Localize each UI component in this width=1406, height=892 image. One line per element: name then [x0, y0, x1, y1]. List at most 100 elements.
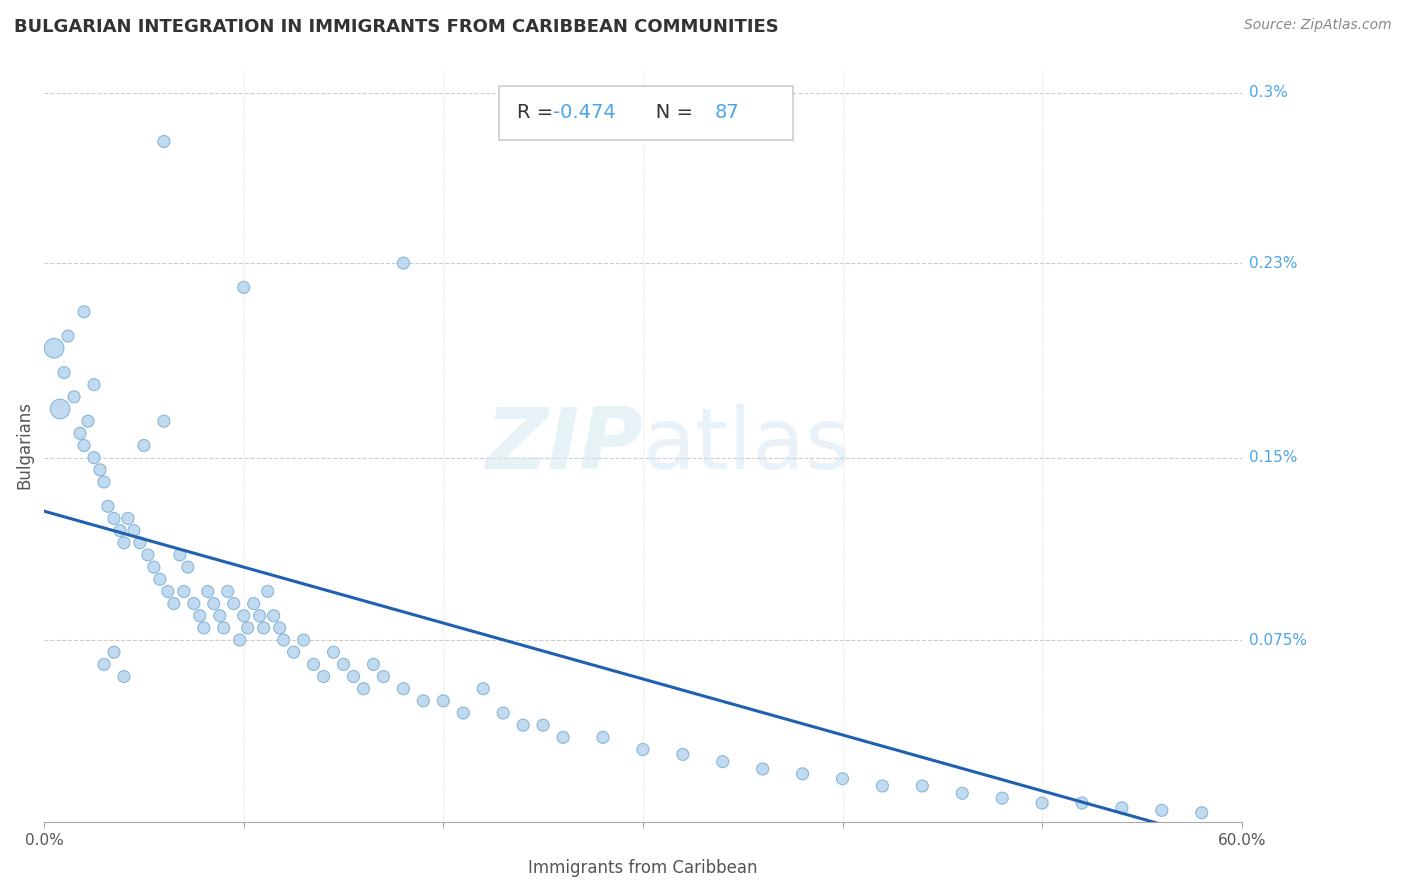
- Point: [63, 390, 86, 404]
- Point: [42, 341, 65, 355]
- Point: [208, 608, 231, 623]
- Point: [1071, 796, 1094, 810]
- Point: [512, 718, 534, 732]
- Point: [253, 621, 276, 635]
- Point: [831, 772, 853, 786]
- Point: [93, 475, 115, 489]
- Point: [149, 572, 172, 586]
- Point: [950, 786, 973, 800]
- Point: [73, 438, 96, 452]
- Point: [112, 535, 135, 549]
- Text: 0.15%: 0.15%: [1249, 450, 1296, 465]
- Text: BULGARIAN INTEGRATION IN IMMIGRANTS FROM CARIBBEAN COMMUNITIES: BULGARIAN INTEGRATION IN IMMIGRANTS FROM…: [14, 18, 779, 36]
- X-axis label: Immigrants from Caribbean: Immigrants from Caribbean: [529, 859, 758, 877]
- FancyBboxPatch shape: [499, 86, 793, 140]
- Point: [53, 366, 76, 380]
- Point: [472, 681, 495, 696]
- Point: [173, 584, 195, 599]
- Point: [117, 511, 139, 525]
- Point: [412, 694, 434, 708]
- Point: [353, 681, 375, 696]
- Text: 87: 87: [714, 103, 740, 121]
- Point: [197, 584, 219, 599]
- Point: [49, 402, 72, 417]
- Text: R =: R =: [517, 103, 560, 121]
- Point: [363, 657, 385, 672]
- Point: [751, 762, 773, 776]
- Text: 0.23%: 0.23%: [1249, 256, 1298, 270]
- Point: [249, 608, 271, 623]
- Point: [273, 633, 295, 648]
- Y-axis label: Bulgarians: Bulgarians: [15, 401, 32, 490]
- Point: [872, 779, 894, 793]
- Point: [263, 608, 285, 623]
- Point: [188, 608, 211, 623]
- Point: [129, 535, 152, 549]
- Point: [193, 621, 215, 635]
- Point: [432, 694, 454, 708]
- Text: atlas: atlas: [643, 404, 851, 487]
- Point: [153, 135, 176, 149]
- Point: [991, 791, 1014, 805]
- Point: [73, 304, 96, 318]
- Point: [142, 560, 165, 574]
- Point: [83, 450, 105, 465]
- Text: 0.3%: 0.3%: [1249, 86, 1288, 100]
- Point: [551, 731, 574, 745]
- Point: [592, 731, 614, 745]
- Point: [392, 681, 415, 696]
- Point: [93, 657, 115, 672]
- Point: [312, 669, 335, 683]
- Point: [177, 560, 200, 574]
- Point: [77, 414, 100, 428]
- Point: [302, 657, 325, 672]
- Point: [103, 511, 125, 525]
- Point: [373, 669, 395, 683]
- Point: [1150, 803, 1173, 817]
- Point: [183, 597, 205, 611]
- Point: [236, 621, 259, 635]
- Point: [153, 414, 176, 428]
- Text: Source: ZipAtlas.com: Source: ZipAtlas.com: [1244, 18, 1392, 32]
- Point: [156, 584, 179, 599]
- Point: [1111, 801, 1133, 815]
- Point: [1191, 805, 1213, 820]
- Point: [163, 597, 186, 611]
- Point: [256, 584, 278, 599]
- Point: [169, 548, 191, 562]
- Point: [292, 633, 315, 648]
- Text: 0.075%: 0.075%: [1249, 632, 1306, 648]
- Point: [122, 524, 145, 538]
- Point: [97, 500, 120, 514]
- Point: [342, 669, 364, 683]
- Point: [217, 584, 239, 599]
- Point: [392, 256, 415, 270]
- Point: [492, 706, 515, 720]
- Point: [56, 329, 79, 343]
- Point: [89, 463, 111, 477]
- Point: [242, 597, 264, 611]
- Point: [136, 548, 159, 562]
- Point: [269, 621, 291, 635]
- Point: [132, 438, 155, 452]
- Point: [322, 645, 344, 659]
- Point: [451, 706, 474, 720]
- Point: [228, 633, 250, 648]
- Point: [1031, 796, 1053, 810]
- Point: [711, 755, 734, 769]
- Point: [672, 747, 695, 762]
- Point: [212, 621, 235, 635]
- Point: [792, 767, 814, 781]
- Text: -0.474: -0.474: [553, 103, 616, 121]
- Point: [83, 377, 105, 392]
- Point: [202, 597, 225, 611]
- Point: [531, 718, 554, 732]
- Text: N =: N =: [637, 103, 699, 121]
- Point: [232, 608, 254, 623]
- Point: [108, 524, 131, 538]
- Point: [283, 645, 305, 659]
- Point: [222, 597, 245, 611]
- Point: [332, 657, 354, 672]
- Point: [911, 779, 934, 793]
- Point: [103, 645, 125, 659]
